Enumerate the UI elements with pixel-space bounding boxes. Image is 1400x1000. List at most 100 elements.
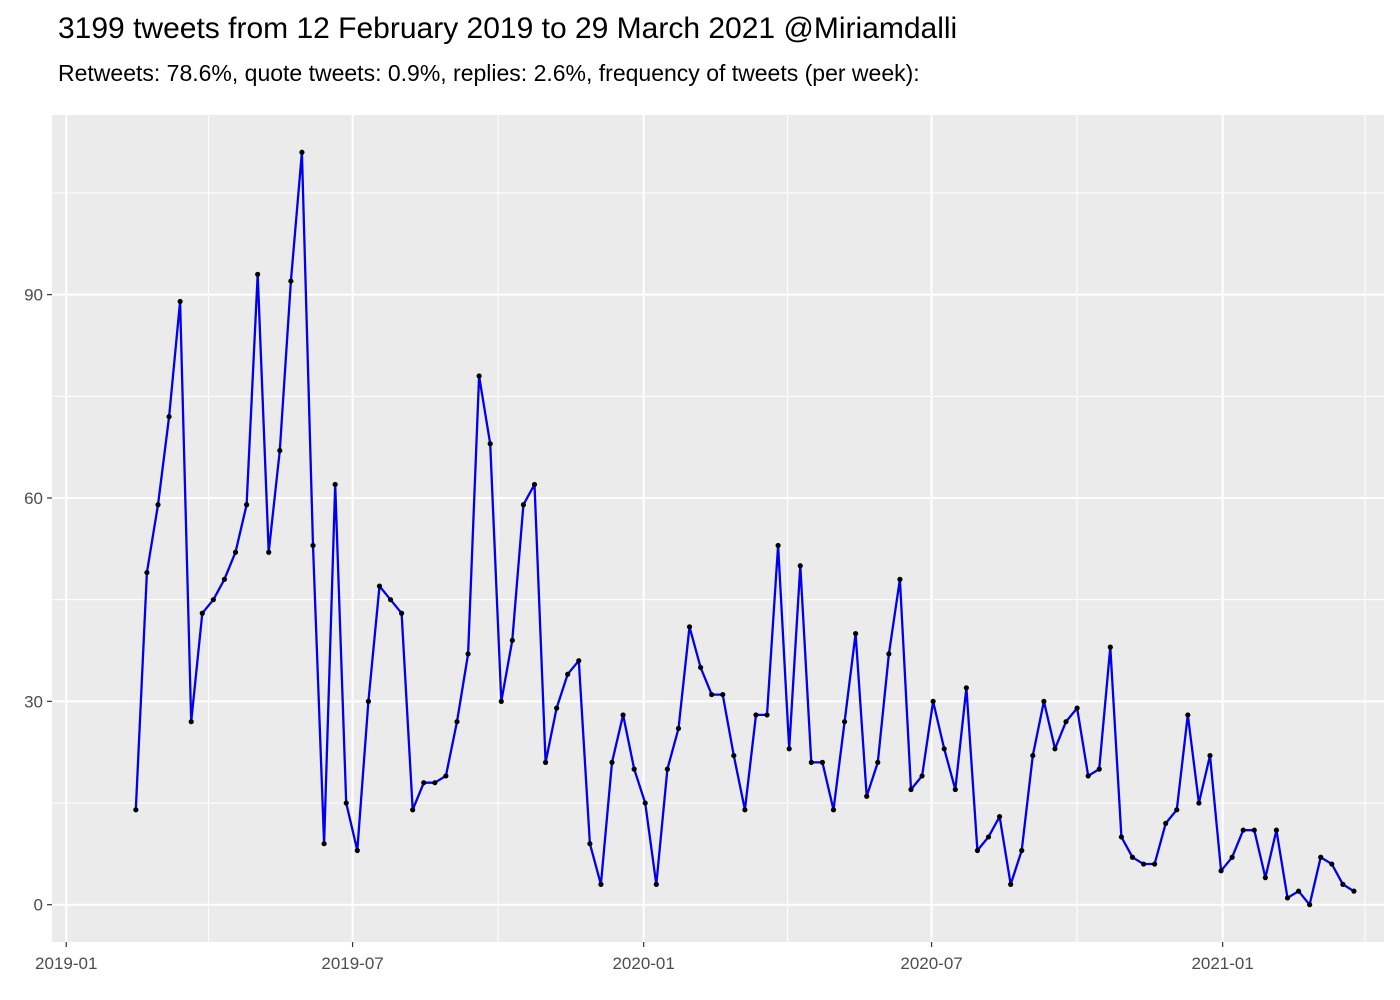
data-point (542, 759, 549, 765)
data-point (974, 847, 981, 854)
data-point (232, 549, 239, 555)
data-point (897, 576, 903, 582)
data-point (819, 759, 826, 765)
data-point (1329, 861, 1335, 867)
data-point (886, 651, 892, 657)
y-tick-label: 60 (24, 489, 43, 508)
data-point (144, 569, 150, 576)
series-layer (133, 149, 1357, 908)
data-point (996, 813, 1003, 820)
x-tick-label: 2019-01 (35, 954, 97, 973)
data-point (587, 841, 593, 847)
data-point (454, 719, 460, 725)
data-point (709, 691, 715, 698)
data-point (919, 773, 925, 779)
data-point (376, 583, 383, 589)
chart-title: 3199 tweets from 12 February 2019 to 29 … (58, 12, 958, 45)
data-point (1185, 712, 1191, 718)
x-tick-label: 2020-07 (900, 954, 962, 973)
data-point (1085, 773, 1091, 779)
data-point (686, 624, 693, 630)
data-point (443, 773, 449, 779)
data-point (864, 793, 870, 799)
data-point (266, 549, 272, 555)
data-point (753, 712, 759, 718)
data-point (188, 719, 194, 725)
data-point (963, 685, 969, 691)
data-point (476, 373, 482, 379)
data-point (664, 766, 670, 772)
data-point (299, 149, 305, 155)
data-point (365, 698, 371, 704)
data-point (1284, 895, 1291, 901)
data-point (1218, 868, 1224, 874)
data-point (155, 502, 161, 508)
x-tick-label: 2019-07 (321, 954, 383, 973)
data-point (1240, 827, 1246, 833)
data-point (1262, 875, 1268, 881)
data-point (199, 610, 205, 616)
data-point (1318, 854, 1324, 860)
data-point (786, 746, 792, 752)
data-point (410, 807, 416, 813)
data-point (1107, 644, 1113, 650)
data-point (1041, 698, 1047, 704)
data-point (731, 752, 737, 759)
data-point (875, 759, 881, 765)
x-tick-label: 2020-01 (612, 954, 674, 973)
data-point (1307, 902, 1313, 908)
data-point (808, 759, 814, 765)
data-point (653, 881, 659, 887)
data-point (742, 807, 748, 813)
data-point (332, 481, 338, 488)
data-point (1251, 827, 1257, 833)
data-point (1118, 834, 1124, 840)
data-point (1074, 705, 1080, 711)
data-point (642, 800, 648, 806)
data-point (531, 481, 538, 488)
data-point (221, 576, 228, 582)
data-point (620, 712, 626, 718)
data-point (177, 298, 183, 305)
data-point (631, 766, 637, 772)
x-tick-label: 2021-01 (1191, 954, 1253, 973)
data-point (1019, 847, 1025, 854)
data-point (210, 597, 216, 603)
data-point (1351, 888, 1357, 894)
data-point (675, 725, 682, 732)
data-point (487, 441, 493, 447)
data-point (1207, 752, 1213, 759)
data-point (133, 807, 139, 813)
y-tick-label: 0 (34, 896, 43, 915)
data-point (697, 664, 704, 671)
data-point (576, 658, 582, 664)
data-point (554, 705, 560, 711)
data-point (1273, 827, 1280, 833)
plot-panel (52, 115, 1384, 942)
data-point (1229, 854, 1235, 860)
data-point (1340, 881, 1346, 887)
data-point (1030, 752, 1036, 759)
data-point (775, 542, 781, 549)
data-point (830, 807, 837, 813)
data-point (1096, 766, 1102, 772)
data-point (598, 881, 604, 887)
data-point (520, 502, 527, 508)
data-point (387, 597, 394, 603)
data-point (609, 759, 615, 765)
data-point (1174, 807, 1180, 813)
data-point (1152, 861, 1158, 867)
data-point (255, 271, 261, 277)
data-point (1295, 888, 1302, 894)
data-point (930, 698, 936, 704)
data-point (1196, 800, 1202, 806)
data-point (343, 800, 349, 806)
data-point (1008, 881, 1014, 887)
data-point (764, 712, 770, 718)
axes: 0 30 60 90 2019-01 2019-07 2020-01 2020-07 2021-… (24, 286, 1254, 973)
data-point (985, 834, 992, 840)
data-point (498, 698, 504, 704)
data-point (243, 502, 250, 508)
data-point (288, 278, 294, 284)
